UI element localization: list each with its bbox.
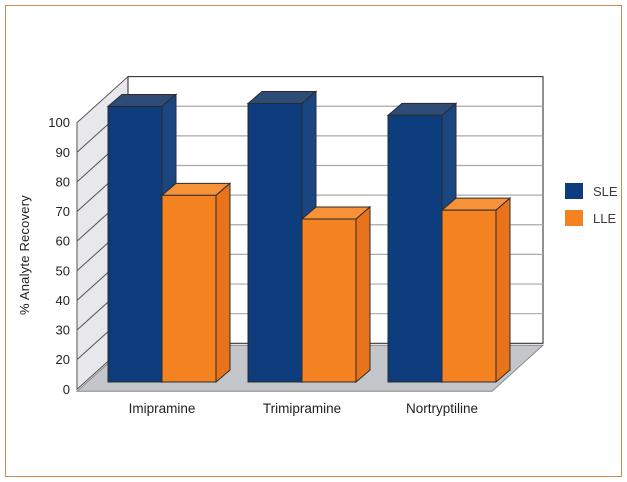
bar-lle-trimipramine-side: [355, 205, 371, 384]
y-tick-label-50: 50: [56, 263, 70, 278]
category-label-trimipramine: Trimipramine: [263, 401, 341, 416]
y-tick-label-0: 0: [63, 382, 70, 397]
legend-swatch-lle: [565, 210, 583, 226]
legend-label: LLE: [593, 210, 617, 226]
legend-item-lle: LLE: [565, 210, 618, 226]
category-label-nortryptiline: Nortryptiline: [406, 401, 478, 416]
bars: [106, 90, 512, 384]
category-labels: Imipramine Trimipramine Nortryptiline: [129, 401, 478, 416]
y-axis-title: % Analyte Recovery: [17, 195, 32, 315]
legend-item-sle: SLE: [565, 183, 618, 199]
bar-sle-imipramine: [107, 105, 163, 383]
y-tick-label-20: 20: [56, 352, 70, 367]
legend-label: SLE: [593, 183, 618, 199]
y-tick-label-100: 100: [48, 115, 70, 130]
bar-lle-trimipramine: [301, 218, 357, 383]
y-tick-label-90: 90: [56, 145, 70, 160]
bar-sle-trimipramine: [247, 102, 303, 383]
y-axis-ticks: 0 20 30 40 50 60 70 80 90 100: [48, 115, 70, 397]
legend-swatch-sle: [565, 183, 583, 199]
y-tick-label-30: 30: [56, 323, 70, 338]
y-tick-label-60: 60: [56, 234, 70, 249]
legend: SLE LLE: [565, 183, 618, 237]
y-tick-label-70: 70: [56, 204, 70, 219]
bar-lle-imipramine: [161, 194, 217, 383]
bar-lle-nortryptiline-side: [495, 197, 511, 384]
y-tick-label-80: 80: [56, 174, 70, 189]
bar-lle-imipramine-side: [215, 182, 231, 384]
y-tick-label-40: 40: [56, 293, 70, 308]
bar-lle-nortryptiline: [441, 209, 497, 383]
bar-sle-nortryptiline: [387, 114, 443, 383]
category-label-imipramine: Imipramine: [129, 401, 196, 416]
